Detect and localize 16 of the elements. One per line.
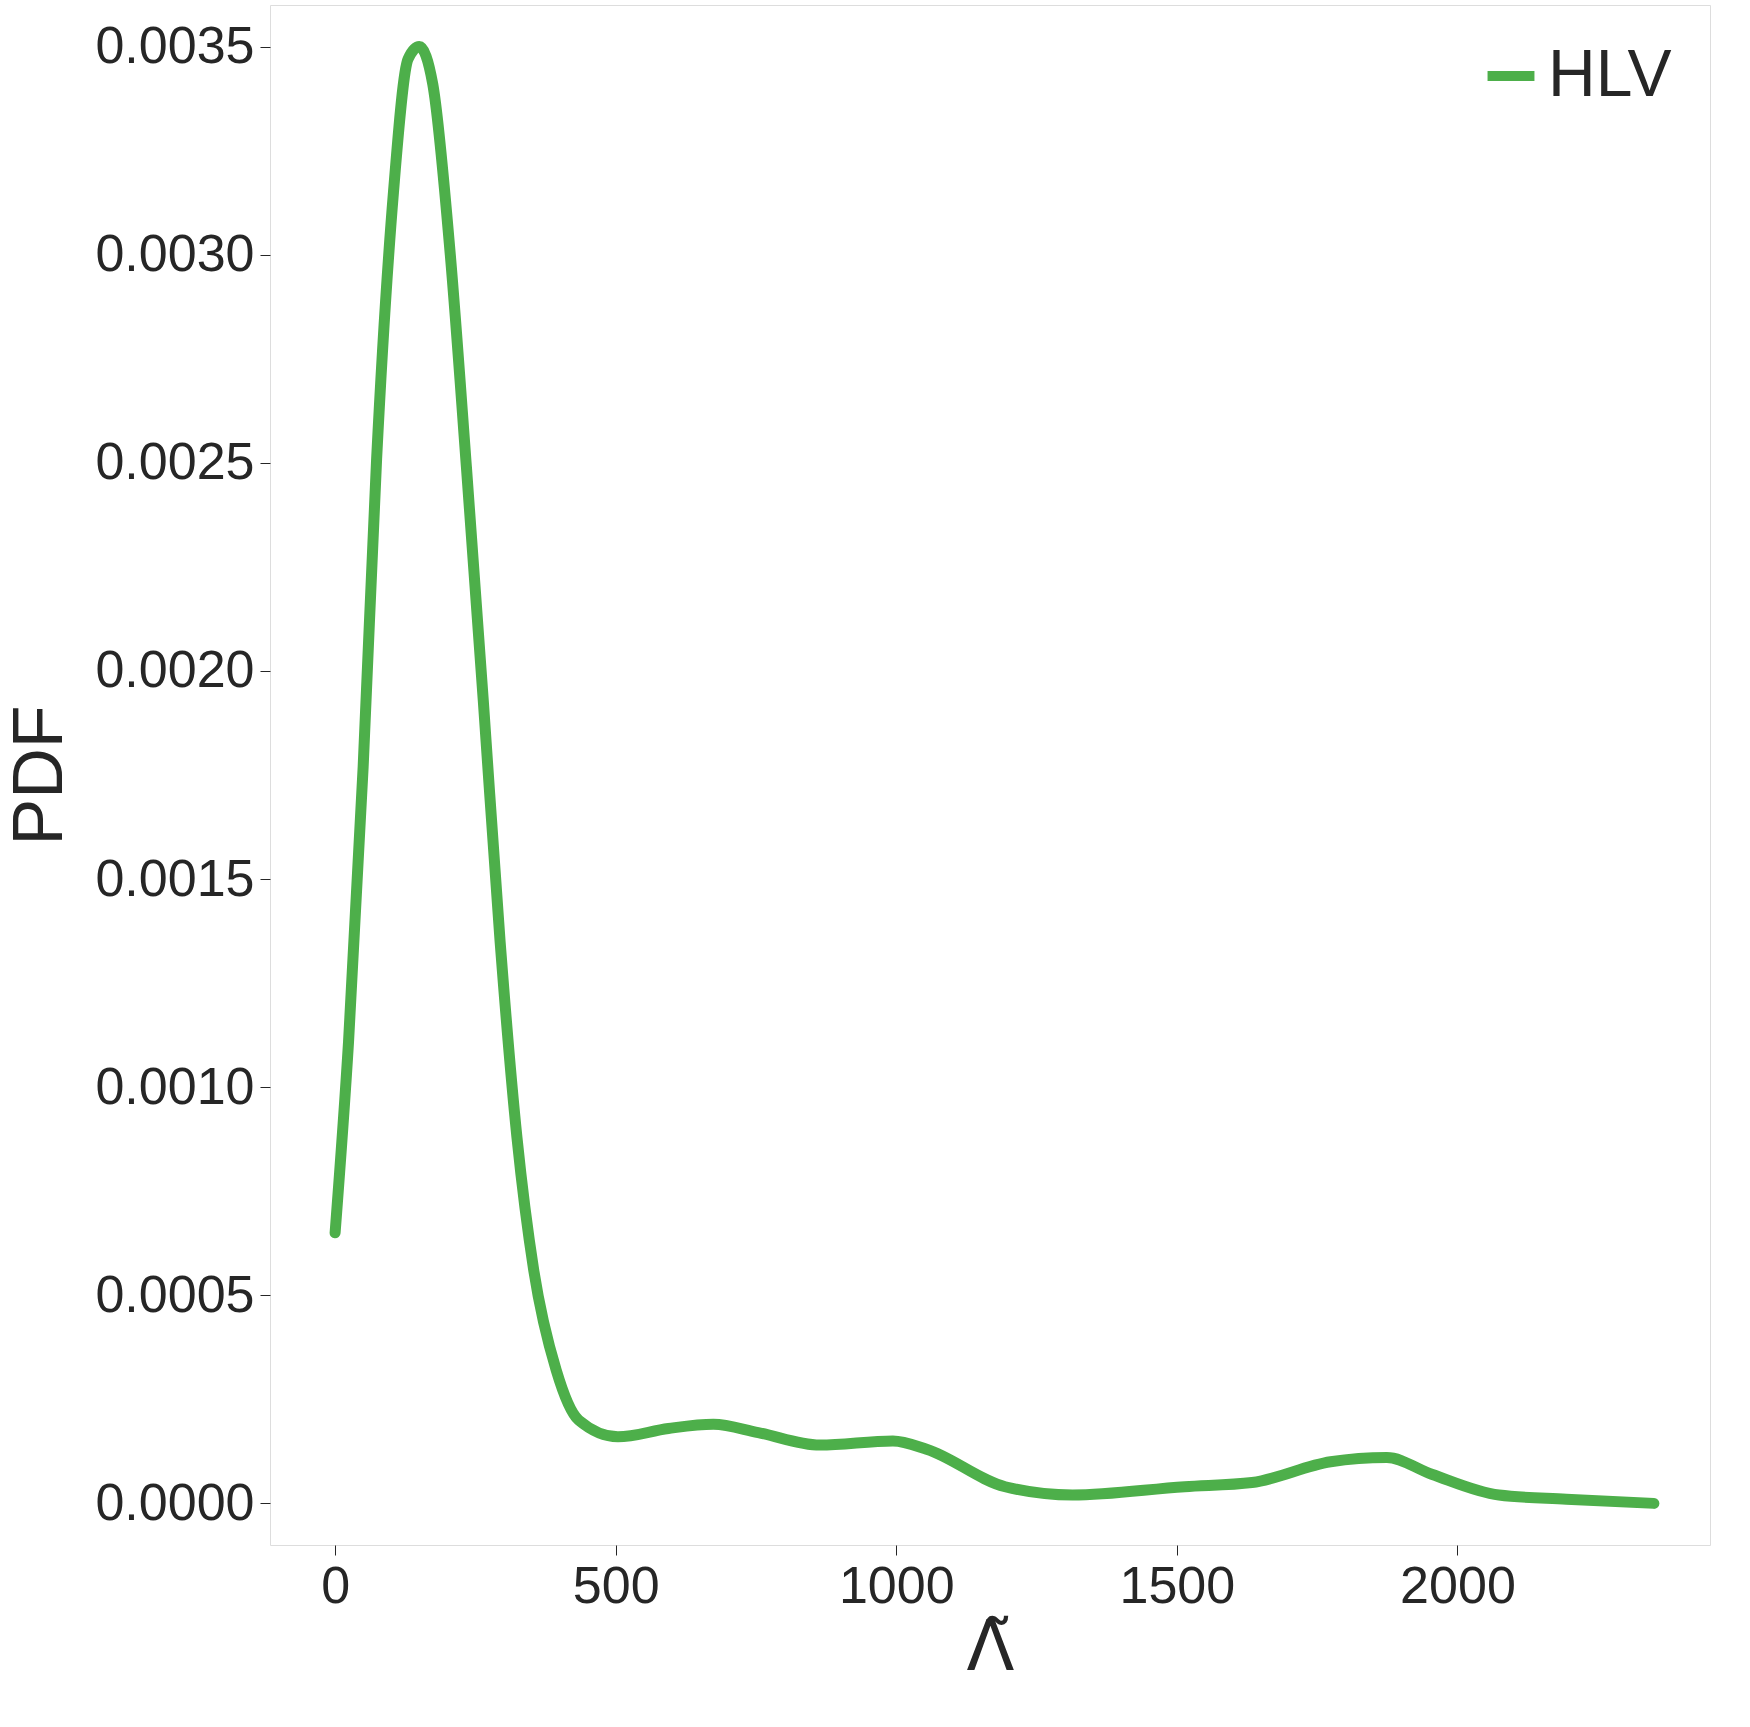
- y-tick-label: 0.0010: [95, 1056, 255, 1115]
- y-tick-label: 0.0020: [95, 640, 255, 699]
- x-axis-title: Λ̃: [966, 1604, 1015, 1687]
- y-axis-title: PDF: [0, 705, 78, 846]
- x-tick-label: 2000: [1400, 1555, 1516, 1614]
- x-tick-label: 0: [321, 1555, 351, 1614]
- y-tick-label: 0.0005: [95, 1264, 255, 1323]
- x-tick-label: 1000: [838, 1555, 955, 1614]
- x-tick-label: 1500: [1119, 1555, 1236, 1614]
- y-tick-label: 0.0025: [95, 432, 255, 491]
- x-tick-label: 500: [572, 1555, 660, 1614]
- y-tick-label: 0.0035: [95, 16, 255, 75]
- y-tick-label: 0.0030: [95, 224, 255, 283]
- legend-label: HLV: [1548, 36, 1672, 110]
- y-tick-label: 0.0000: [95, 1472, 255, 1531]
- y-tick-label: 0.0015: [95, 848, 255, 907]
